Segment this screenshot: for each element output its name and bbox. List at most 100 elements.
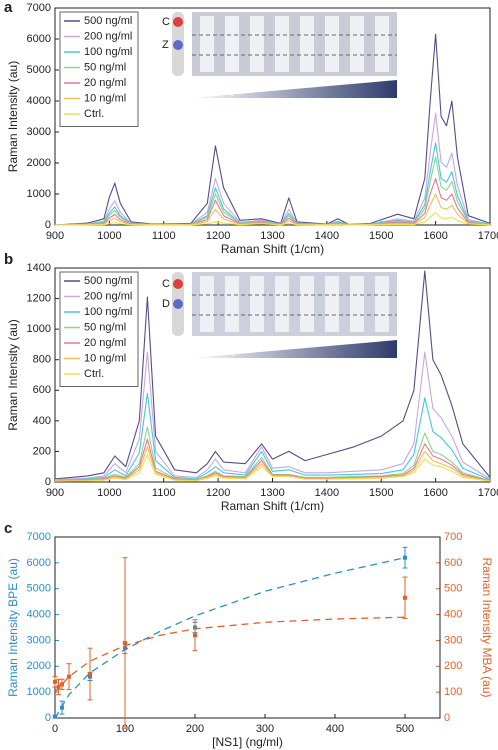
y-tick-label: 400: [33, 415, 51, 427]
x-tick-label: 1400: [315, 487, 339, 499]
x-tick-label: 1000: [97, 487, 121, 499]
spectrum-line: [54, 351, 491, 481]
y2-tick-label: 0: [444, 712, 450, 724]
inset-b: C D [D-NS1]: [162, 272, 397, 358]
data-point: [53, 679, 57, 684]
y-tick-label: 6000: [27, 557, 51, 569]
legend-label: 200 ng/ml: [84, 290, 132, 302]
panel-label: c: [4, 520, 12, 537]
data-point: [53, 714, 57, 719]
data-point: [403, 555, 407, 560]
spectrum-line: [54, 142, 491, 226]
y-tick-label: 2000: [27, 660, 51, 672]
y-tick-label: 3000: [27, 126, 51, 138]
y-tick-label: 5000: [27, 64, 51, 76]
y-tick-label: 0: [45, 476, 51, 488]
inset-label: C: [162, 278, 170, 290]
legend-label: 100 ng/ml: [84, 46, 132, 58]
x-tick-label: 1300: [260, 487, 284, 499]
y-tick-label: 1000: [27, 188, 51, 200]
y-tick-label: 7000: [27, 2, 51, 14]
x-tick-label: 900: [46, 487, 64, 499]
x-axis-title: Raman Shift (1/cm): [221, 499, 324, 513]
x-tick-label: 1500: [369, 230, 393, 242]
legend-label: Ctrl.: [84, 108, 104, 120]
inset-a: C Z [Z-NS1]: [162, 12, 397, 98]
fit-line: [54, 616, 406, 693]
panel-label: b: [4, 251, 13, 268]
inset-tag: [Z-NS1]: [196, 84, 234, 96]
x-tick-label: 200: [186, 723, 204, 735]
legend-label: 500 ng/ml: [84, 275, 132, 287]
y-axis-title: Raman Intensity (au): [6, 61, 20, 172]
y-tick-label: 600: [33, 384, 51, 396]
spectrum-line: [54, 112, 491, 226]
legend-label: 50 ng/ml: [84, 321, 126, 333]
x-tick-label: 1600: [423, 230, 447, 242]
y-tick-label: 0: [45, 219, 51, 231]
x-axis-title: Raman Shift (1/cm): [221, 242, 324, 256]
x-axis-title: [NS1] (ng/ml): [212, 735, 283, 749]
y-tick-label: 5000: [27, 583, 51, 595]
inset-label: C: [162, 16, 170, 28]
x-tick-label: 1600: [423, 487, 447, 499]
legend-label: 20 ng/ml: [84, 77, 126, 89]
y-tick-label: 0: [45, 712, 51, 724]
legend-label: Ctrl.: [84, 368, 104, 380]
y-tick-label: 1000: [27, 686, 51, 698]
y-tick-label: 1200: [27, 292, 51, 304]
x-tick-label: 1500: [369, 487, 393, 499]
x-tick-label: 1200: [206, 487, 230, 499]
x-tick-label: 100: [116, 723, 134, 735]
inset-label: D: [162, 298, 170, 310]
data-point: [67, 674, 71, 679]
y2-tick-label: 300: [444, 634, 462, 646]
data-point: [88, 672, 92, 677]
legend-label: 50 ng/ml: [84, 61, 126, 73]
x-tick-label: 1300: [260, 230, 284, 242]
y-tick-label: 3000: [27, 634, 51, 646]
y-tick-label: 7000: [27, 531, 51, 543]
legend-label: 200 ng/ml: [84, 30, 132, 42]
y2-tick-label: 100: [444, 686, 462, 698]
legend-label: 10 ng/ml: [84, 92, 126, 104]
x-tick-label: 1100: [152, 230, 176, 242]
spectrum-line: [54, 438, 491, 482]
spectrum-line: [54, 177, 491, 226]
x-tick-label: 900: [46, 230, 64, 242]
spectrum-line: [54, 453, 491, 482]
data-point: [56, 684, 61, 689]
legend-label: 10 ng/ml: [84, 352, 126, 364]
y2-axis-title: Raman Intensity MBA (au): [480, 557, 494, 697]
y-tick-label: 6000: [27, 33, 51, 45]
spectrum-line: [54, 193, 491, 226]
spectrum-line: [54, 270, 491, 480]
legend-box: [59, 11, 139, 127]
y-tick-label: 200: [33, 445, 51, 457]
y-tick-label: 800: [33, 354, 51, 366]
x-tick-label: 0: [52, 723, 58, 735]
y-axis-title: Raman Intensity BPE (au): [6, 558, 20, 697]
data-point: [193, 633, 197, 638]
plot-frame: [54, 7, 491, 226]
x-tick-label: 400: [326, 723, 344, 735]
x-tick-label: 1100: [152, 487, 176, 499]
inset-label: Z: [162, 39, 169, 51]
inset-tag: [D-NS1]: [196, 344, 235, 356]
y2-tick-label: 700: [444, 531, 462, 543]
plot-frame: [54, 267, 491, 483]
data-point: [60, 705, 64, 710]
y2-tick-label: 600: [444, 557, 462, 569]
y-tick-label: 4000: [27, 608, 51, 620]
data-point: [403, 595, 407, 600]
spectrum-line: [54, 33, 491, 226]
panel-label: a: [4, 0, 13, 16]
y-tick-label: 1400: [27, 262, 51, 274]
legend-label: 100 ng/ml: [84, 306, 132, 318]
legend-label: 20 ng/ml: [84, 337, 126, 349]
x-tick-label: 300: [256, 723, 274, 735]
y2-tick-label: 500: [444, 583, 462, 595]
spectrum-line: [54, 156, 491, 226]
